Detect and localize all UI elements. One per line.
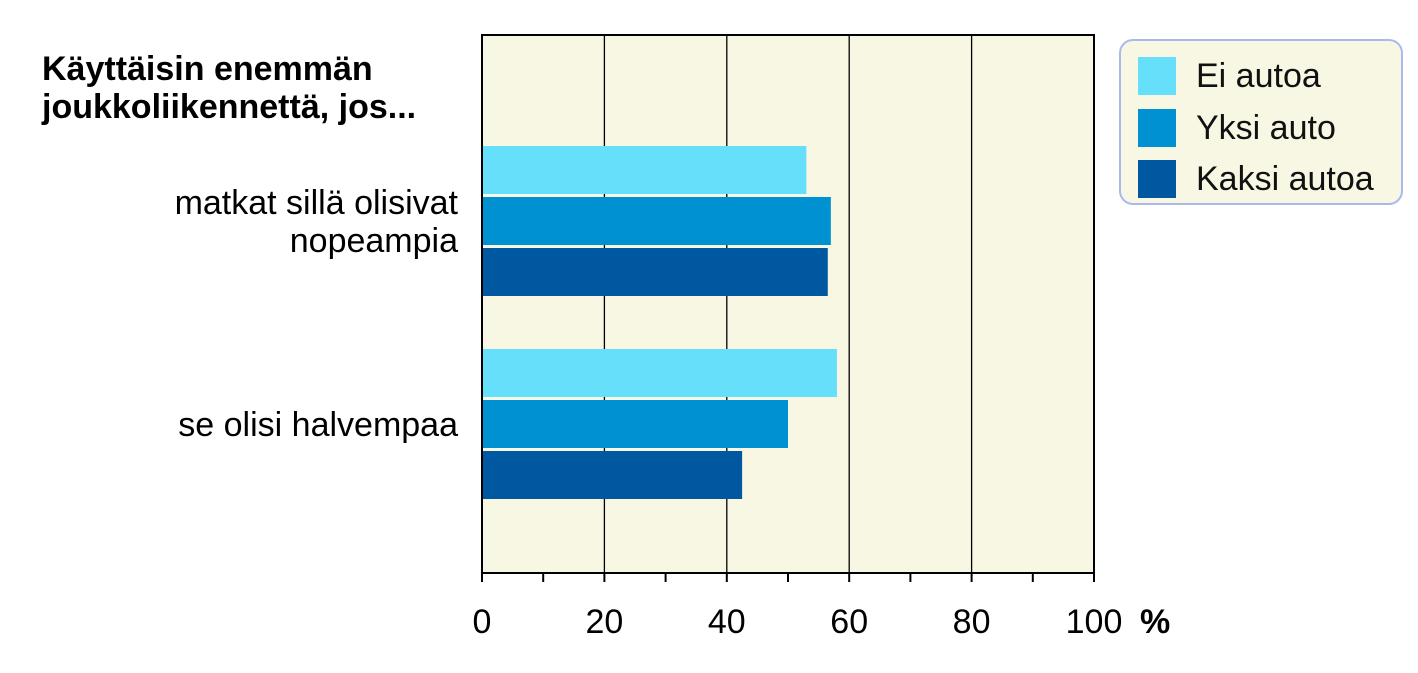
legend-swatch xyxy=(1138,160,1176,198)
bar xyxy=(482,248,828,296)
category-label: se olisi halvempaa xyxy=(178,406,458,444)
x-tick-label: 80 xyxy=(953,603,991,641)
category-label: nopeampia xyxy=(290,222,458,260)
legend: Ei autoa Yksi auto Kaksi autoa xyxy=(1119,39,1403,205)
legend-swatch xyxy=(1138,57,1176,95)
bar xyxy=(482,146,807,194)
legend-item-ei-autoa: Ei autoa xyxy=(1138,56,1321,96)
legend-label: Ei autoa xyxy=(1196,56,1321,95)
x-tick-label: 20 xyxy=(585,603,623,641)
legend-item-kaksi-autoa: Kaksi autoa xyxy=(1138,159,1374,199)
chart-title-line-2: joukkoliikennettä, jos... xyxy=(41,88,416,126)
legend-item-yksi-auto: Yksi auto xyxy=(1138,108,1336,148)
x-tick-label: 0 xyxy=(473,603,492,641)
bar xyxy=(482,349,837,397)
x-tick-label: 60 xyxy=(830,603,868,641)
bar xyxy=(482,451,743,499)
legend-label: Kaksi autoa xyxy=(1196,159,1374,198)
x-axis-unit-label: % xyxy=(1140,603,1170,641)
bar xyxy=(482,197,831,245)
legend-swatch xyxy=(1138,109,1176,147)
legend-label: Yksi auto xyxy=(1196,108,1336,147)
x-tick-label: 100 xyxy=(1066,603,1123,641)
chart-title-line-1: Käyttäisin enemmän xyxy=(42,50,373,88)
category-label: matkat sillä olisivat xyxy=(175,184,459,222)
bar xyxy=(482,400,788,448)
x-tick-label: 40 xyxy=(708,603,746,641)
